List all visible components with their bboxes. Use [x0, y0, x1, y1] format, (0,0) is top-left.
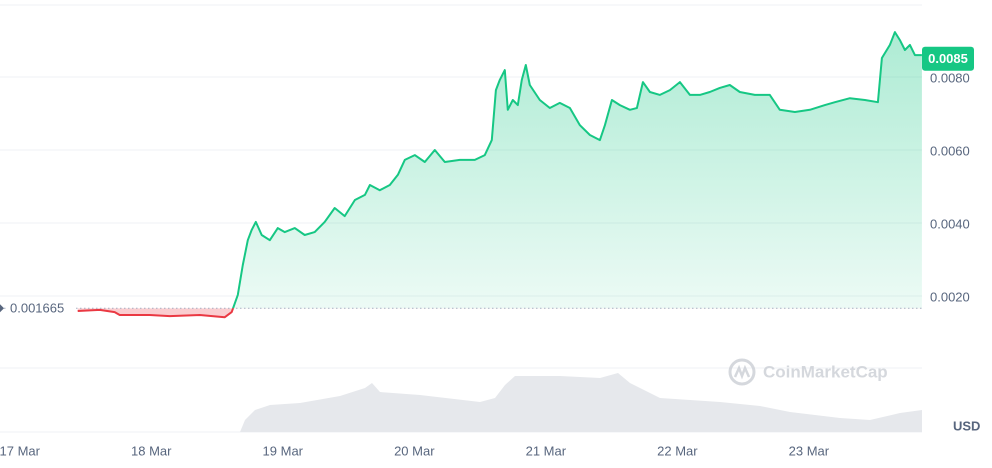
- baseline-label: 0.001665: [10, 301, 64, 316]
- y-tick-label: 0.0080: [930, 70, 970, 85]
- watermark-logo: [733, 364, 751, 380]
- x-tick-label: 20 Mar: [394, 443, 435, 458]
- watermark-text: CoinMarketCap: [763, 362, 888, 381]
- price-area-up: [233, 32, 922, 309]
- x-tick-label: 22 Mar: [657, 443, 698, 458]
- x-tick-label: 18 Mar: [131, 443, 172, 458]
- baseline-label-bg: [6, 299, 76, 318]
- y-tick-label: 0.0060: [930, 143, 970, 158]
- x-tick-label: 21 Mar: [526, 443, 567, 458]
- currency-label: USD: [953, 418, 980, 433]
- volume-area: [240, 373, 922, 432]
- x-tick-label: 19 Mar: [263, 443, 304, 458]
- y-tick-label: 0.0040: [930, 216, 970, 231]
- last-price-label: 0.0085: [928, 51, 968, 66]
- baseline-arrow: [0, 304, 4, 313]
- x-tick-label: 17 Mar: [0, 443, 41, 458]
- price-line-up: [232, 31, 922, 309]
- watermark: CoinMarketCap: [728, 358, 888, 386]
- last-price-badge: [922, 46, 974, 71]
- watermark-logo: [728, 358, 756, 386]
- y-tick-label: 0.0020: [930, 289, 970, 304]
- x-tick-label: 23 Mar: [789, 443, 830, 458]
- price-area-down: [77, 308, 922, 318]
